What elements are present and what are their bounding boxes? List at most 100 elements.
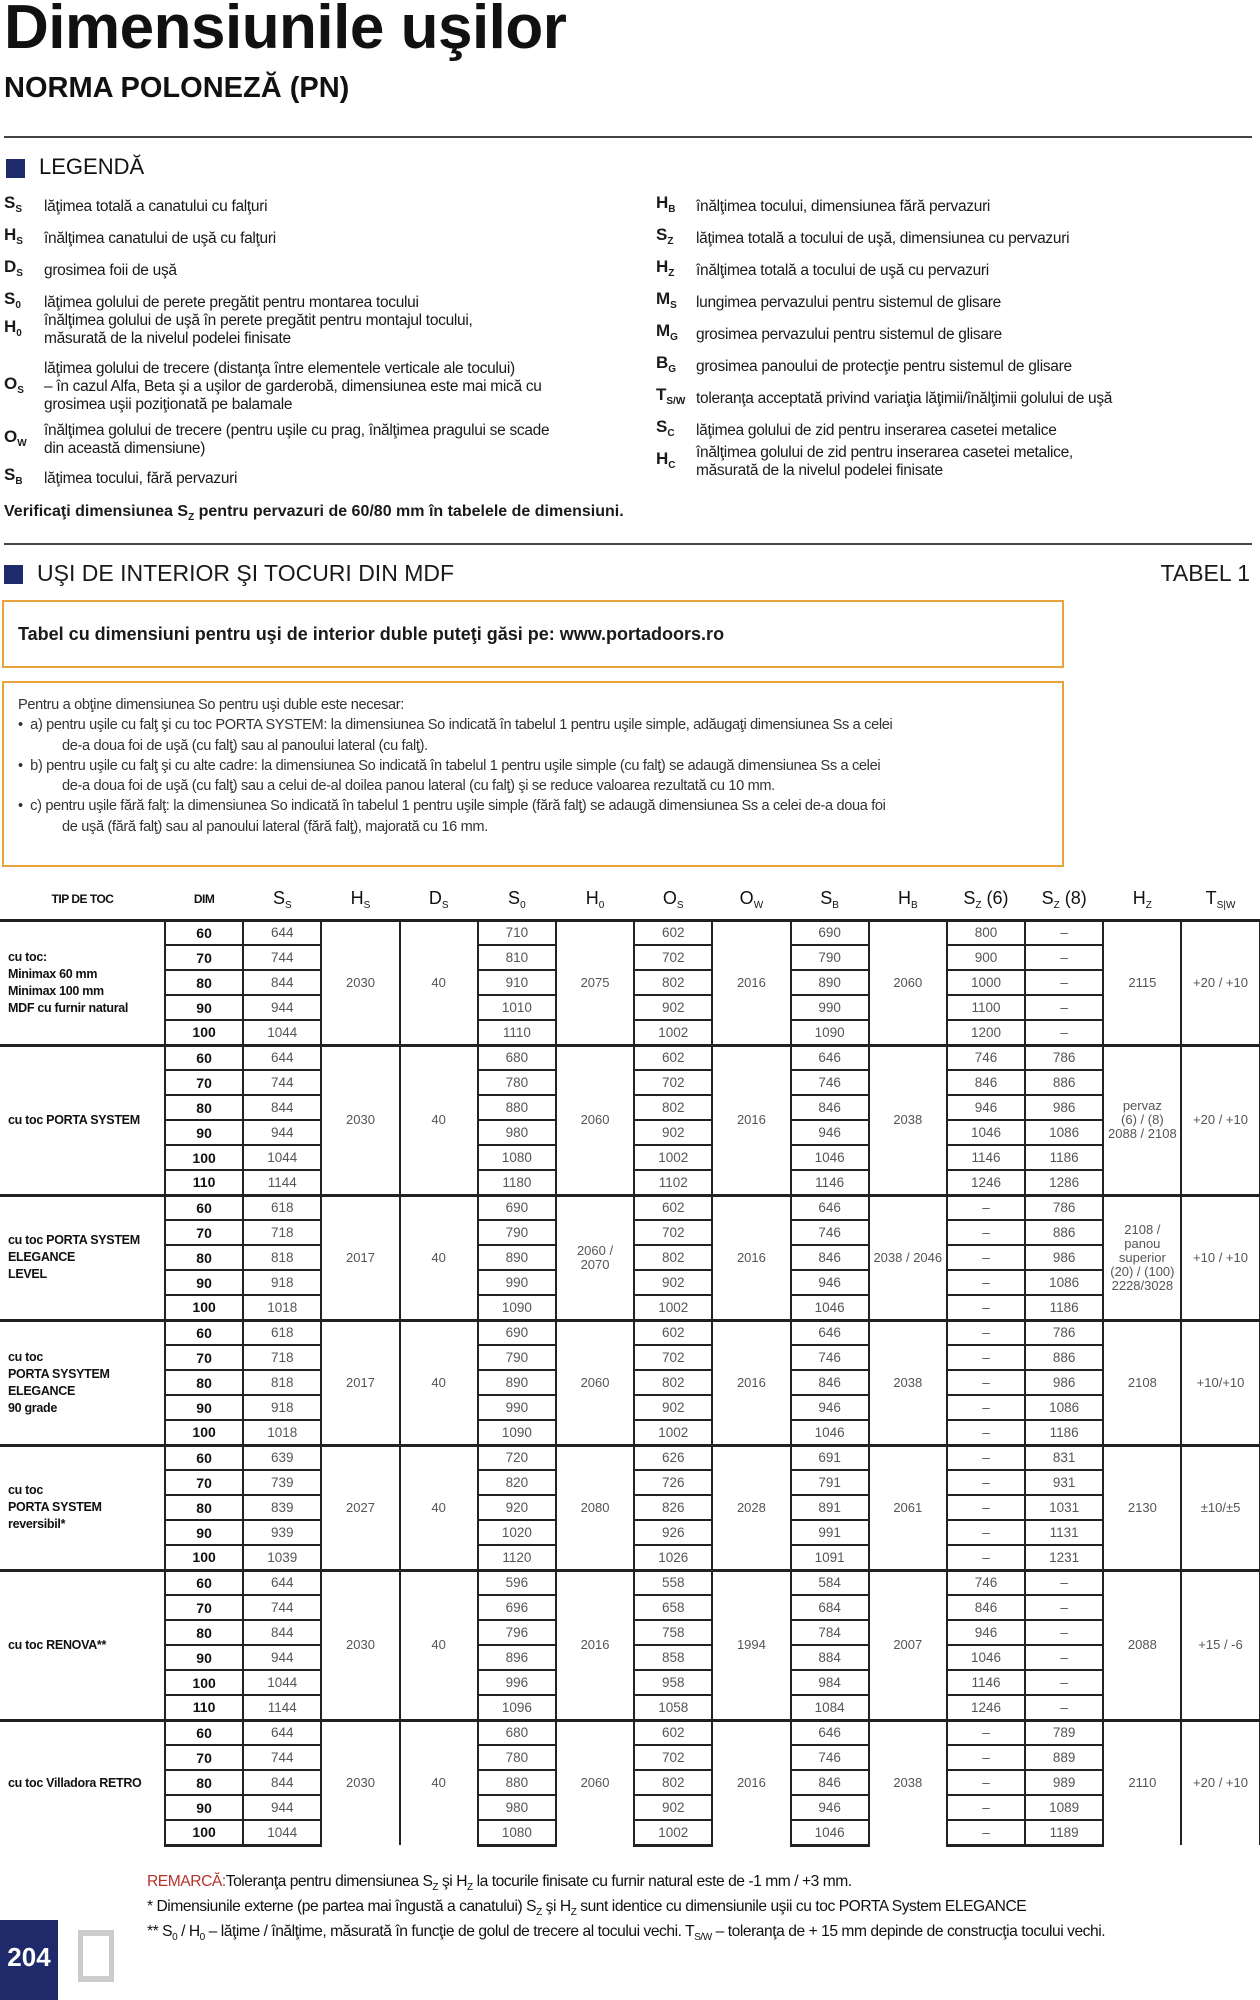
column-header: HS xyxy=(321,880,400,921)
cell-s0: 990 xyxy=(476,1269,557,1296)
cell-ss: 618 xyxy=(242,1193,323,1221)
cell-os: 602 xyxy=(633,1193,714,1221)
footnote-double-star: ** S0 / H0 – lăţime / înălţime, măsurată… xyxy=(147,1922,1257,1947)
legend-description: lăţimea tocului, fără pervazuri xyxy=(44,469,238,487)
table-row: 80 844 796 758 784 946– xyxy=(0,1619,1260,1646)
cell-s0: 1090 xyxy=(476,1419,557,1447)
cell-sz8: 1031 xyxy=(1024,1494,1105,1521)
table-row: 100 1044 1080 1002 1046 1146 1186 xyxy=(0,1144,1260,1171)
legend-symbol: SZ xyxy=(656,226,696,251)
cell-ss: 1018 xyxy=(242,1419,323,1447)
cell-ds: 40 xyxy=(398,1568,479,1720)
symbol-main: S xyxy=(656,225,668,244)
symbol-main: M xyxy=(656,289,671,308)
cell-s0: 796 xyxy=(476,1619,557,1646)
symbol-main: O xyxy=(4,373,18,393)
cell-ss: 818 xyxy=(242,1244,323,1271)
column-header: SZ (6) xyxy=(946,880,1026,921)
column-header: SS xyxy=(243,880,322,921)
header-main: S xyxy=(272,887,285,908)
cell-sz6: 1000 xyxy=(945,969,1027,996)
cell-sz8: 1189 xyxy=(1024,1819,1105,1847)
cell-dim: 70 xyxy=(163,1469,245,1496)
cell-os: 726 xyxy=(633,1469,714,1496)
table-row: 70 744 810 702 790 900– xyxy=(0,944,1260,971)
cell-ss: 744 xyxy=(242,1744,323,1771)
cell-s0: 996 xyxy=(476,1669,557,1696)
table-row: 90 918 990 902 946 –1086 xyxy=(0,1269,1260,1296)
cell-h0: 2060 xyxy=(554,1318,636,1445)
cell-dim: 70 xyxy=(163,1344,245,1371)
cell-sz6: 1100 xyxy=(945,994,1027,1021)
info-box-double-doors: Pentru a obţine dimensiunea So pentru uş… xyxy=(2,681,1064,867)
page-title: Dimensiunile uşilor xyxy=(4,0,567,62)
legend-symbol: TS/W xyxy=(656,386,696,411)
legend-symbol: MG xyxy=(656,322,696,347)
verify-sub: Z xyxy=(188,512,195,523)
symbol-sub: S xyxy=(16,236,23,247)
cell-sz8: 1086 xyxy=(1024,1119,1105,1146)
cell-sb: 846 xyxy=(789,1369,870,1396)
cell-sb: 691 xyxy=(789,1443,870,1471)
note-text: – lăţime / înălţime, măsurată în funcţie… xyxy=(204,1923,695,1940)
info-item: • a) pentru uşile cu falţ şi cu toc PORT… xyxy=(18,715,1048,756)
cell-s0: 1010 xyxy=(476,994,557,1021)
legend-symbol: S0 xyxy=(4,290,44,315)
cell-sb: 746 xyxy=(789,1744,870,1771)
header-main: S xyxy=(508,887,521,908)
symbol-sub: G xyxy=(670,332,678,343)
column-header: TS|W xyxy=(1181,880,1260,921)
cell-sz6: 1046 xyxy=(945,1644,1027,1671)
cell-sz6: 1146 xyxy=(945,1144,1027,1171)
note-sub: Z xyxy=(570,1907,577,1918)
note-text: şi H xyxy=(438,1873,468,1890)
cell-sz6: – xyxy=(945,1744,1027,1771)
cell-os: 926 xyxy=(633,1519,714,1546)
symbol-main: H xyxy=(656,257,669,276)
legend-description: înălţimea golului de zid pentru inserare… xyxy=(696,444,1073,479)
symbol-main: H xyxy=(4,225,17,244)
cell-sz6: 846 xyxy=(945,1069,1027,1096)
cell-ss: 818 xyxy=(242,1369,323,1396)
cell-os: 702 xyxy=(633,1744,714,1771)
cell-dim: 100 xyxy=(163,1144,245,1171)
cell-dim: 70 xyxy=(163,1219,245,1246)
legend-left-column: SS lăţimea totală a canatului cu falţuri H… xyxy=(4,194,654,494)
column-header: DIM xyxy=(165,880,244,921)
legend-item: HZ înălţimea totală a tocului de uşă cu p… xyxy=(656,258,1256,283)
legend-item: HC înălţimea golului de zid pentru insera… xyxy=(656,444,1256,480)
cell-ss: 1044 xyxy=(242,1819,323,1847)
table-row: 90 944 980 902 946 1046 1086 xyxy=(0,1119,1260,1146)
legend-symbol: SB xyxy=(4,466,44,491)
frame-type-name: cu toc PORTA SYSTEM reversibil* xyxy=(0,1443,165,1570)
header-suffix: (6) xyxy=(981,887,1009,908)
cell-sz8: 786 xyxy=(1024,1193,1105,1221)
legend-description: grosimea pervazului pentru sistemul de g… xyxy=(696,325,1002,343)
cell-s0: 1080 xyxy=(476,1144,557,1171)
cell-s0: 896 xyxy=(476,1644,557,1671)
cell-sb: 946 xyxy=(789,1269,870,1296)
cell-s0: 880 xyxy=(476,1769,557,1796)
column-header: DS xyxy=(399,880,478,921)
cell-sz8: 989 xyxy=(1024,1769,1105,1796)
cell-s0: 780 xyxy=(476,1069,557,1096)
verify-text: pentru pervazuri de 60/80 mm în tabelele… xyxy=(194,503,624,520)
cell-s0: 810 xyxy=(476,944,557,971)
cell-os: 626 xyxy=(633,1443,714,1471)
cell-dim: 100 xyxy=(163,1819,245,1847)
symbol-main: B xyxy=(656,353,669,372)
cell-sz8: 1086 xyxy=(1024,1394,1105,1421)
legend-description: lăţimea totală a canatului cu falţuri xyxy=(44,197,268,215)
symbol-sub: Z xyxy=(667,236,674,247)
footnote-star: * Dimensiunile externe (pe partea mai în… xyxy=(147,1897,1257,1922)
cell-sb: 1091 xyxy=(789,1544,870,1572)
cell-os: 1002 xyxy=(633,1144,714,1171)
header-main: H xyxy=(1132,887,1146,908)
table-row: 70 718 790 702 746 –886 xyxy=(0,1344,1260,1371)
legend-symbol: OS xyxy=(4,373,44,400)
cell-tsw: +10/+10 xyxy=(1180,1318,1260,1445)
section-title: UŞI DE INTERIOR ŞI TOCURI DIN MDF xyxy=(37,560,455,586)
cell-s0: 1096 xyxy=(476,1694,557,1722)
cell-ss: 1144 xyxy=(242,1694,323,1722)
cell-os: 702 xyxy=(633,1344,714,1371)
